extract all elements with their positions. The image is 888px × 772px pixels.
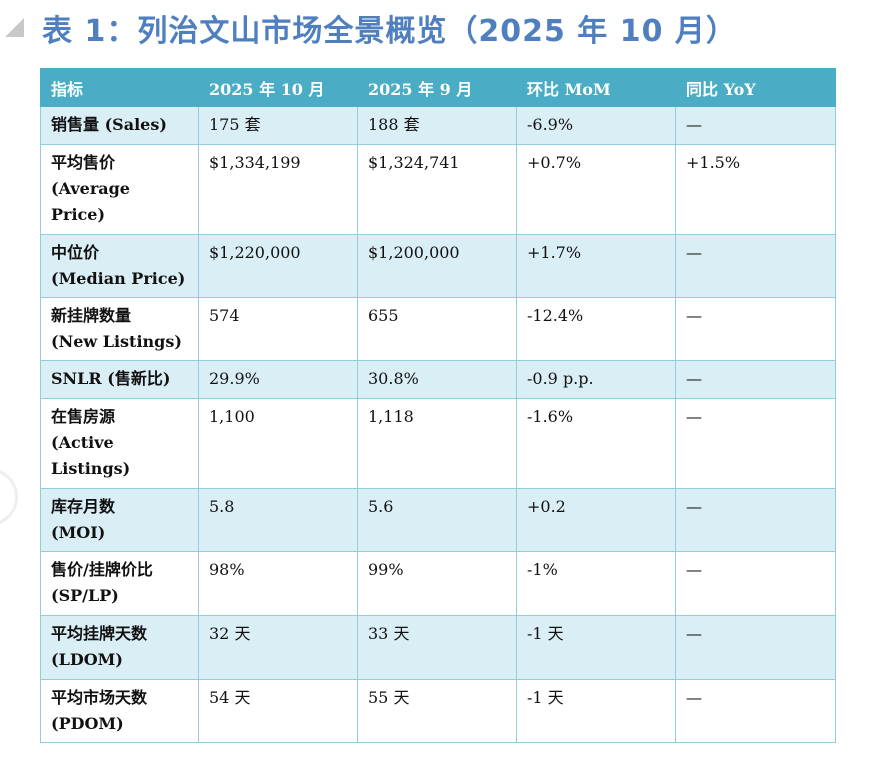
- cell-mom: -1 天: [516, 679, 676, 743]
- metric-label-line: Price): [51, 205, 106, 224]
- metric-label: 平均挂牌天数 (LDOM): [40, 615, 199, 680]
- table-row: 销售量 (Sales) 175 套 188 套 -6.9% —: [40, 106, 836, 145]
- cell-sep: 30.8%: [357, 360, 517, 399]
- cell-mom: -0.9 p.p.: [516, 360, 676, 399]
- cell-yoy: —: [675, 106, 836, 145]
- cell-oct: 5.8: [198, 488, 358, 552]
- cell-mom: +0.2: [516, 488, 676, 552]
- cell-oct: 98%: [198, 551, 358, 616]
- header-oct: 2025 年 10 月: [198, 68, 358, 107]
- metric-label: 平均售价 (Average Price): [40, 144, 199, 235]
- metric-label-line: 库存月数: [51, 497, 116, 516]
- cell-sep: 655: [357, 297, 517, 361]
- cell-oct: 175 套: [198, 106, 358, 145]
- cell-mom: -1%: [516, 551, 676, 616]
- metric-label-line: 新挂牌数量: [51, 306, 132, 325]
- metric-label-line: (PDOM): [51, 714, 124, 733]
- metric-label-line: 在售房源: [51, 407, 116, 426]
- scroll-indicator-icon: [0, 468, 18, 526]
- metric-label-line: (Active: [51, 433, 114, 452]
- metric-label-line: (New Listings): [51, 332, 182, 351]
- cell-sep: 33 天: [357, 615, 517, 680]
- table-row: 库存月数 (MOI) 5.8 5.6 +0.2—: [40, 488, 836, 552]
- cell-oct: $1,220,000: [198, 234, 358, 298]
- metric-label: 平均市场天数 (PDOM): [40, 679, 199, 743]
- metric-label-line: 销售量 (Sales): [51, 115, 167, 134]
- metric-label: 中位价 (Median Price): [40, 234, 199, 298]
- cell-oct: 574: [198, 297, 358, 361]
- header-sep: 2025 年 9 月: [357, 68, 517, 107]
- cell-oct: 1,100: [198, 398, 358, 489]
- table-row: 新挂牌数量 (New Listings) 574 655 -12.4% —: [40, 297, 836, 361]
- metric-label: 售价/挂牌价比 (SP/LP): [40, 551, 199, 616]
- cell-oct: 32 天: [198, 615, 358, 680]
- cell-yoy: —: [675, 398, 836, 489]
- cell-oct: $1,334,199: [198, 144, 358, 235]
- metric-label: 销售量 (Sales): [40, 106, 199, 145]
- cell-mom: -1.6%: [516, 398, 676, 489]
- metric-label-line: (LDOM): [51, 650, 123, 669]
- cell-yoy: —: [675, 234, 836, 298]
- cell-sep: 188 套: [357, 106, 517, 145]
- cell-sep: $1,324,741: [357, 144, 517, 235]
- cell-sep: 1,118: [357, 398, 517, 489]
- table-title: 表 1：列治文山市场全景概览（2025 年 10 月）: [42, 14, 737, 49]
- header-yoy: 同比 YoY: [675, 68, 836, 107]
- metric-label: 在售房源 (Active Listings): [40, 398, 199, 489]
- metric-label-line: (MOI): [51, 523, 106, 542]
- table-row: 在售房源 (Active Listings) 1,100 1,118 -1.6% —: [40, 398, 836, 489]
- cell-yoy: +1.5%: [675, 144, 836, 235]
- metric-label-line: (Median Price): [51, 269, 186, 288]
- table-row: 平均售价 (Average Price) $1,334,199 $1,324,741 +0…: [40, 144, 836, 235]
- cell-mom: +0.7%: [516, 144, 676, 235]
- table-row: 售价/挂牌价比 (SP/LP) 98% 99% -1% —: [40, 551, 836, 616]
- cell-mom: -6.9%: [516, 106, 676, 145]
- table-row: 平均挂牌天数 (LDOM) 32 天 33 天 -1 天 —: [40, 615, 836, 680]
- table-row: 平均市场天数 (PDOM) 54 天 55 天 -1 天 —: [40, 679, 836, 743]
- metric-label-line: 平均售价: [51, 153, 116, 172]
- metric-label-line: Listings): [51, 459, 131, 478]
- cell-mom: +1.7%: [516, 234, 676, 298]
- cell-yoy: —: [675, 615, 836, 680]
- table-row: 中位价 (Median Price) $1,220,000 $1,200,000 +1.…: [40, 234, 836, 298]
- cell-yoy: —: [675, 488, 836, 552]
- cell-yoy: —: [675, 679, 836, 743]
- cell-sep: 5.6: [357, 488, 517, 552]
- metric-label-line: 平均市场天数: [51, 688, 148, 707]
- metric-label-line: 售价/挂牌价比: [51, 560, 153, 579]
- cell-sep: 99%: [357, 551, 517, 616]
- metric-label-line: 中位价: [51, 243, 100, 262]
- metric-label-line: 平均挂牌天数: [51, 624, 148, 643]
- cell-yoy: —: [675, 551, 836, 616]
- metric-label-line: (Average: [51, 179, 130, 198]
- metric-label: 新挂牌数量 (New Listings): [40, 297, 199, 361]
- collapse-triangle-icon[interactable]: [5, 18, 24, 37]
- market-overview-table: 指标 2025 年 10 月 2025 年 9 月 环比 MoM 同比 YoY …: [40, 68, 836, 743]
- cell-oct: 54 天: [198, 679, 358, 743]
- cell-mom: -1 天: [516, 615, 676, 680]
- header-metric: 指标: [40, 68, 199, 107]
- header-row: 指标 2025 年 10 月 2025 年 9 月 环比 MoM 同比 YoY: [40, 68, 836, 107]
- cell-oct: 29.9%: [198, 360, 358, 399]
- header-mom: 环比 MoM: [516, 68, 676, 107]
- table-row: SNLR (售新比) 29.9% 30.8% -0.9 p.p. —: [40, 360, 836, 399]
- metric-label-line: SNLR (售新比): [51, 369, 171, 388]
- cell-yoy: —: [675, 360, 836, 399]
- metric-label: SNLR (售新比): [40, 360, 199, 399]
- cell-yoy: —: [675, 297, 836, 361]
- cell-sep: $1,200,000: [357, 234, 517, 298]
- cell-mom: -12.4%: [516, 297, 676, 361]
- cell-sep: 55 天: [357, 679, 517, 743]
- metric-label: 库存月数 (MOI): [40, 488, 199, 552]
- metric-label-line: (SP/LP): [51, 586, 119, 605]
